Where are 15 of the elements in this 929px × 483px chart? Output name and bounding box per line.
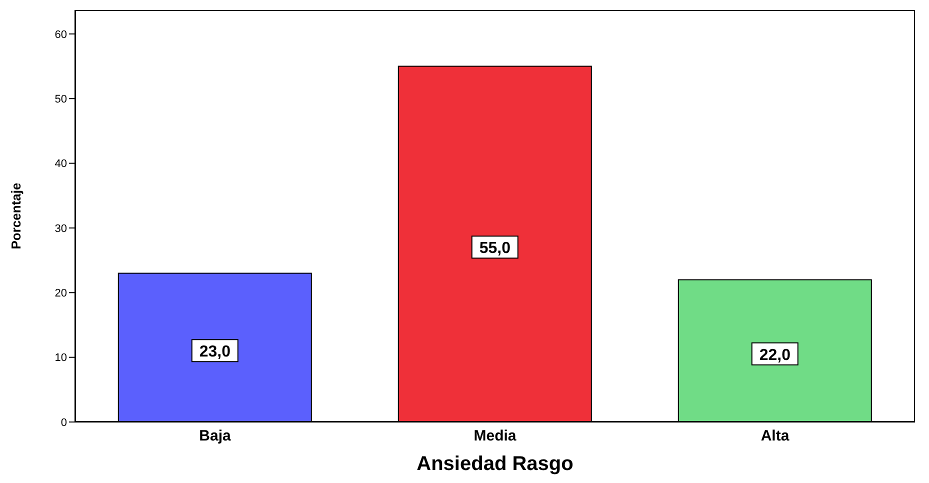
y-tick-label: 10 — [54, 352, 67, 364]
y-tick-label: 0 — [60, 416, 67, 429]
x-tick-label: Baja — [199, 428, 232, 445]
x-tick-label: Media — [474, 428, 517, 445]
data-label: 55,0 — [479, 240, 511, 258]
data-label: 23,0 — [199, 344, 231, 361]
y-tick-label: 30 — [54, 222, 67, 235]
x-tick-label: Alta — [760, 428, 790, 445]
y-tick-label: 60 — [54, 28, 67, 41]
data-label: 22,0 — [759, 346, 791, 364]
y-tick-label: 50 — [54, 94, 67, 106]
y-axis-title: Porcentaje — [8, 182, 24, 250]
y-tick-label: 20 — [54, 288, 67, 300]
y-tick-label: 40 — [54, 158, 67, 170]
x-axis-title: Ansiedad Rasgo — [416, 453, 574, 475]
